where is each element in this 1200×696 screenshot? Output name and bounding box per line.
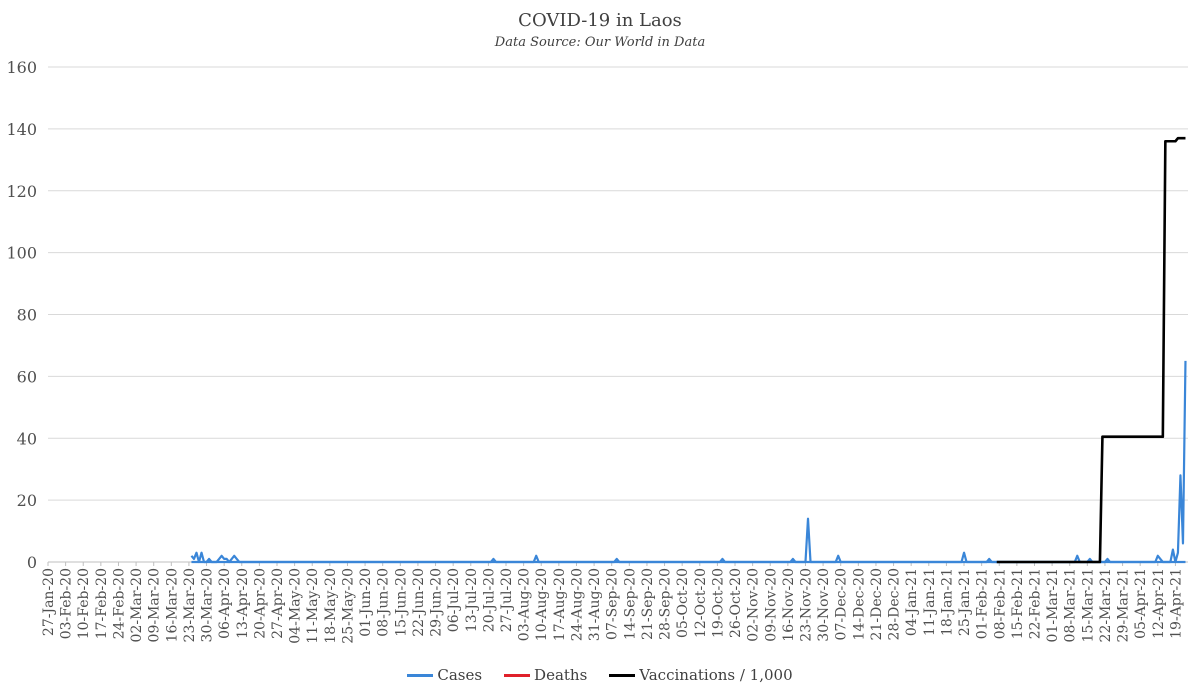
x-tick-label-4: 24-Feb-20	[111, 568, 127, 639]
y-tick-label-0: 0	[27, 553, 37, 572]
series-lines	[190, 136, 1187, 564]
x-tick-label-26: 27-Jul-20	[499, 568, 515, 632]
x-tick-label-47: 21-Dec-20	[869, 568, 885, 640]
legend-label-deaths: Deaths	[534, 666, 588, 684]
x-tick-label-3: 17-Feb-20	[94, 568, 110, 639]
x-tick-label-34: 21-Sep-20	[640, 568, 656, 640]
x-tick-label-52: 25-Jan-21	[957, 568, 973, 636]
x-tick-label-36: 05-Oct-20	[675, 568, 691, 638]
x-tick-label-6: 09-Mar-20	[147, 568, 163, 642]
x-tick-label-49: 04-Jan-21	[904, 568, 920, 636]
x-tick-label-14: 04-May-20	[288, 568, 304, 644]
x-tick-label-31: 31-Aug-20	[587, 568, 603, 641]
legend-label-vaccinations: Vaccinations / 1,000	[639, 666, 793, 684]
x-tick-label-8: 23-Mar-20	[182, 568, 198, 642]
x-tick-label-28: 10-Aug-20	[534, 568, 550, 641]
x-tick-label-20: 15-Jun-20	[393, 568, 409, 637]
y-tick-label-60: 60	[17, 367, 37, 386]
x-tick-label-29: 17-Aug-20	[552, 568, 568, 641]
x-tick-label-25: 20-Jul-20	[481, 568, 497, 632]
x-tick-label-43: 23-Nov-20	[798, 568, 814, 642]
x-tick-label-60: 22-Mar-21	[1098, 568, 1114, 642]
y-tick-label-160: 160	[6, 58, 37, 77]
legend-item-deaths: Deaths	[504, 666, 587, 684]
x-tick-label-16: 18-May-20	[323, 568, 339, 644]
x-tick-label-55: 15-Feb-21	[1010, 568, 1026, 639]
x-tick-label-51: 18-Jan-21	[939, 568, 955, 636]
x-tick-label-64: 19-Apr-21	[1168, 568, 1184, 639]
x-tick-label-23: 06-Jul-20	[446, 568, 462, 632]
x-tick-label-44: 30-Nov-20	[816, 568, 832, 642]
x-tick-label-35: 28-Sep-20	[658, 568, 674, 640]
x-tick-label-48: 28-Dec-20	[887, 568, 903, 640]
x-axis-tick-labels: 27-Jan-20 03-Feb-20 10-Feb-20 17-Feb-20 24-F…	[41, 562, 1184, 644]
chart-legend: Cases Deaths Vaccinations / 1,000	[0, 666, 1200, 684]
x-tick-label-21: 22-Jun-20	[411, 568, 427, 637]
x-tick-label-54: 08-Feb-21	[992, 568, 1008, 639]
legend-label-cases: Cases	[437, 666, 483, 684]
x-tick-label-15: 11-May-20	[305, 568, 321, 644]
x-tick-label-11: 13-Apr-20	[235, 568, 251, 639]
x-tick-label-63: 12-Apr-21	[1151, 568, 1167, 639]
y-tick-label-40: 40	[17, 429, 37, 448]
series-cases-line	[190, 360, 1187, 564]
x-tick-label-57: 01-Mar-21	[1045, 568, 1061, 642]
x-tick-label-30: 24-Aug-20	[569, 568, 585, 641]
y-tick-label-120: 120	[6, 182, 37, 201]
x-tick-label-9: 30-Mar-20	[200, 568, 216, 642]
x-tick-label-7: 16-Mar-20	[164, 568, 180, 642]
x-tick-label-12: 20-Apr-20	[252, 568, 268, 639]
x-tick-label-5: 02-Mar-20	[129, 568, 145, 642]
x-tick-label-22: 29-Jun-20	[429, 568, 445, 637]
legend-swatch-cases	[407, 673, 434, 677]
x-tick-label-17: 25-May-20	[340, 568, 356, 644]
legend-swatch-vaccinations	[609, 673, 636, 677]
y-tick-label-100: 100	[6, 244, 37, 263]
x-tick-label-18: 01-Jun-20	[358, 568, 374, 637]
legend-item-vaccinations: Vaccinations / 1,000	[609, 666, 793, 684]
legend-swatch-deaths	[504, 673, 531, 677]
x-tick-label-37: 12-Oct-20	[693, 568, 709, 638]
x-tick-label-33: 14-Sep-20	[622, 568, 638, 640]
x-tick-label-58: 08-Mar-21	[1063, 568, 1079, 642]
series-vaccinations-1-000-line	[996, 136, 1186, 564]
y-gridlines	[48, 66, 1188, 563]
x-tick-label-45: 07-Dec-20	[834, 568, 850, 640]
x-tick-label-2: 10-Feb-20	[76, 568, 92, 639]
x-tick-label-39: 26-Oct-20	[728, 568, 744, 638]
x-tick-label-42: 16-Nov-20	[781, 568, 797, 642]
x-tick-label-41: 09-Nov-20	[763, 568, 779, 642]
x-tick-label-50: 11-Jan-21	[922, 568, 938, 636]
x-tick-label-62: 05-Apr-21	[1133, 568, 1149, 639]
chart-subtitle: Data Source: Our World in Data	[494, 35, 706, 50]
x-tick-label-1: 03-Feb-20	[59, 568, 75, 639]
chart-title: COVID-19 in Laos	[518, 10, 682, 31]
legend-item-cases: Cases	[407, 666, 482, 684]
y-tick-label-80: 80	[17, 306, 37, 325]
x-tick-label-13: 27-Apr-20	[270, 568, 286, 639]
x-tick-label-38: 19-Oct-20	[710, 568, 726, 638]
y-axis-tick-labels: 0 20 40 60 80 100 120 140 160	[6, 58, 37, 572]
x-tick-label-53: 01-Feb-21	[975, 568, 991, 639]
y-tick-label-20: 20	[17, 491, 37, 510]
x-tick-label-40: 02-Nov-20	[746, 568, 762, 642]
x-tick-label-32: 07-Sep-20	[605, 568, 621, 640]
x-tick-label-61: 29-Mar-21	[1116, 568, 1132, 642]
x-tick-label-46: 14-Dec-20	[851, 568, 867, 640]
x-tick-label-10: 06-Apr-20	[217, 568, 233, 639]
y-tick-label-140: 140	[6, 120, 37, 139]
x-tick-label-59: 15-Mar-21	[1080, 568, 1096, 642]
x-tick-label-19: 08-Jun-20	[376, 568, 392, 637]
x-tick-label-0: 27-Jan-20	[41, 568, 57, 636]
x-tick-label-27: 03-Aug-20	[517, 568, 533, 641]
x-tick-label-56: 22-Feb-21	[1027, 568, 1043, 639]
x-tick-label-24: 13-Jul-20	[464, 568, 480, 632]
